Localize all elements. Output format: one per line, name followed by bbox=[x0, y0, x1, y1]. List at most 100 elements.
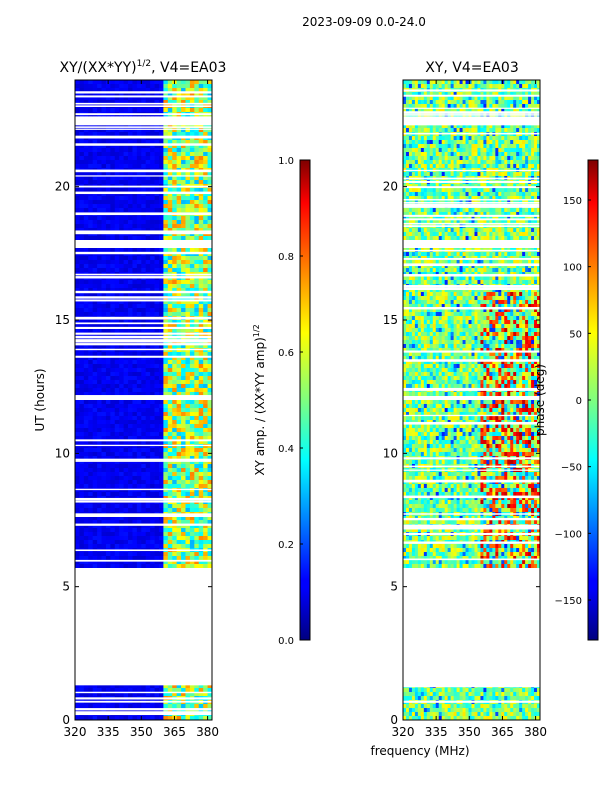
heatmap-cell bbox=[119, 188, 125, 193]
heatmap-cell bbox=[128, 468, 133, 473]
heatmap-cell bbox=[83, 408, 89, 413]
heatmap-cell bbox=[176, 384, 182, 389]
heatmap-cell bbox=[110, 352, 116, 357]
heatmap-cell bbox=[128, 256, 133, 261]
heatmap-cell bbox=[167, 504, 173, 509]
heatmap-cell bbox=[141, 412, 147, 417]
heatmap-cell bbox=[185, 480, 191, 485]
heatmap-cell bbox=[97, 148, 102, 153]
heatmap-cell bbox=[101, 688, 107, 693]
heatmap-cell bbox=[501, 140, 505, 145]
heatmap-cell bbox=[203, 132, 208, 137]
heatmap-cell bbox=[132, 172, 138, 177]
heatmap-cell bbox=[154, 348, 160, 353]
heatmap-cell bbox=[167, 132, 173, 137]
heatmap-cell bbox=[486, 80, 490, 85]
heatmap-cell bbox=[510, 96, 514, 101]
heatmap-cell bbox=[132, 312, 138, 317]
heatmap-cell bbox=[198, 164, 204, 169]
heatmap-cell bbox=[471, 96, 475, 101]
heatmap-cell bbox=[110, 532, 116, 537]
heatmap-cell bbox=[75, 452, 80, 457]
heatmap-cell bbox=[136, 364, 142, 369]
heatmap-cell bbox=[203, 508, 208, 513]
heatmap-cell bbox=[83, 324, 89, 329]
heatmap-cell bbox=[163, 448, 169, 453]
heatmap-cell bbox=[79, 176, 85, 181]
heatmap-cell bbox=[79, 344, 85, 349]
heatmap-cell bbox=[101, 80, 107, 85]
heatmap-cell bbox=[154, 132, 160, 137]
heatmap-cell bbox=[519, 156, 523, 161]
heatmap-cell bbox=[510, 124, 514, 129]
heatmap-cell bbox=[136, 300, 142, 305]
heatmap-cell bbox=[189, 84, 195, 89]
heatmap-cell bbox=[203, 308, 208, 313]
heatmap-cell bbox=[150, 552, 155, 557]
data-gap-line bbox=[75, 341, 212, 343]
heatmap-cell bbox=[203, 164, 208, 169]
heatmap-cell bbox=[83, 156, 89, 161]
heatmap-cell bbox=[79, 364, 85, 369]
heatmap-cell bbox=[154, 684, 160, 689]
heatmap-cell bbox=[158, 560, 164, 565]
heatmap-cell bbox=[141, 224, 147, 229]
data-gap-line bbox=[75, 559, 212, 562]
heatmap-cell bbox=[189, 152, 195, 157]
heatmap-cell bbox=[132, 532, 138, 537]
heatmap-cell bbox=[181, 484, 186, 489]
heatmap-cell bbox=[123, 464, 129, 469]
heatmap-cell bbox=[492, 160, 496, 165]
heatmap-cell bbox=[105, 164, 111, 169]
heatmap-cell bbox=[198, 92, 204, 97]
heatmap-cell bbox=[167, 172, 173, 177]
heatmap-cell bbox=[128, 100, 133, 105]
heatmap-cell bbox=[97, 292, 102, 297]
heatmap-cell bbox=[501, 100, 505, 105]
heatmap-cell bbox=[185, 96, 191, 101]
heatmap-cell bbox=[158, 368, 164, 373]
heatmap-cell bbox=[119, 456, 125, 461]
heatmap-cell bbox=[185, 684, 191, 689]
heatmap-cell bbox=[453, 128, 458, 133]
heatmap-cell bbox=[79, 128, 85, 133]
heatmap-cell bbox=[114, 268, 120, 273]
heatmap-cell bbox=[516, 160, 520, 165]
heatmap-cell bbox=[176, 448, 182, 453]
heatmap-cell bbox=[119, 176, 125, 181]
heatmap-cell bbox=[489, 84, 493, 89]
heatmap-cell bbox=[528, 140, 532, 145]
heatmap-cell bbox=[474, 144, 478, 149]
heatmap-cell bbox=[136, 552, 142, 557]
heatmap-cell bbox=[207, 132, 212, 137]
heatmap-cell bbox=[145, 200, 151, 205]
heatmap-cell bbox=[189, 132, 195, 137]
heatmap-cell bbox=[181, 444, 186, 449]
heatmap-cell bbox=[480, 80, 484, 85]
heatmap-cell bbox=[83, 392, 89, 397]
heatmap-cell bbox=[181, 140, 186, 145]
heatmap-cell bbox=[128, 420, 133, 425]
heatmap-cell bbox=[97, 300, 102, 305]
heatmap-cell bbox=[114, 160, 120, 165]
heatmap-cell bbox=[83, 380, 89, 385]
heatmap-cell bbox=[114, 372, 120, 377]
heatmap-cell bbox=[459, 144, 463, 149]
heatmap-cell bbox=[417, 80, 422, 85]
heatmap-cell bbox=[471, 84, 475, 89]
heatmap-cell bbox=[414, 164, 419, 169]
heatmap-cell bbox=[101, 428, 107, 433]
colorbar-1 bbox=[299, 159, 311, 641]
heatmap-cell bbox=[136, 328, 142, 333]
heatmap-cell bbox=[531, 136, 535, 141]
heatmap-cell bbox=[128, 368, 133, 373]
heatmap-cell bbox=[150, 312, 155, 317]
heatmap-cell bbox=[92, 148, 98, 153]
heatmap-cell bbox=[128, 220, 133, 225]
heatmap-cell bbox=[119, 360, 125, 365]
heatmap-cell bbox=[123, 368, 129, 373]
heatmap-cell bbox=[158, 256, 164, 261]
heatmap-cell bbox=[75, 456, 80, 461]
heatmap-cell bbox=[105, 400, 111, 405]
heatmap-cell bbox=[207, 80, 212, 85]
